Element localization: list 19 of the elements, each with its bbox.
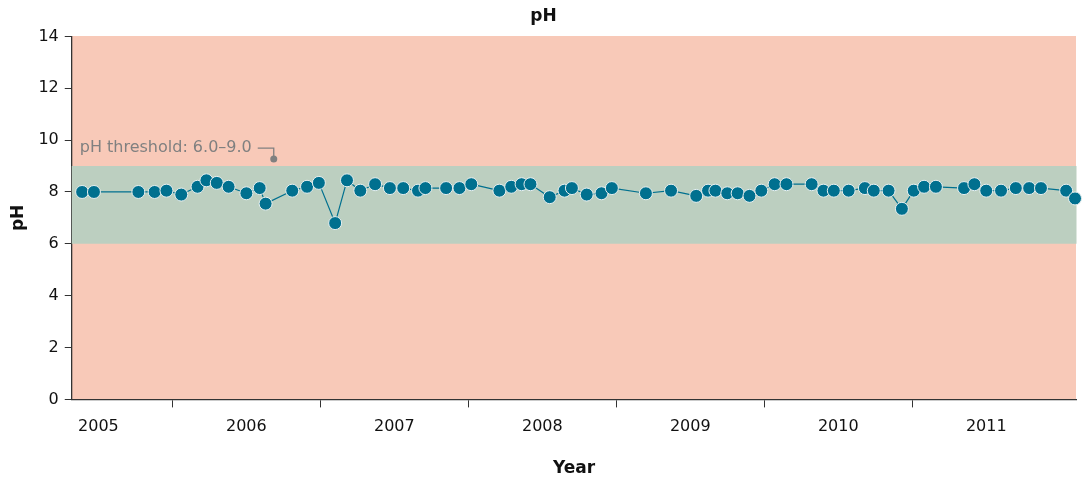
- x-tick-label: 2006: [226, 416, 267, 436]
- y-tick-label: 6: [48, 232, 59, 252]
- y-tick-label: 0: [48, 388, 59, 408]
- y-tick-label: 14: [38, 25, 59, 45]
- x-tick-label: 2008: [521, 416, 563, 436]
- y-tick-label: 12: [38, 77, 59, 97]
- x-axis-title: Year: [552, 457, 596, 478]
- x-tick-label: 2005: [78, 416, 119, 436]
- x-tick-label: 2007: [373, 416, 415, 436]
- y-axis-title: pH: [6, 204, 27, 232]
- chart-title: pH: [530, 4, 557, 25]
- band-label: pH threshold: 6.0–9.0: [79, 137, 252, 157]
- y-tick-label: 10: [38, 129, 59, 149]
- y-tick-label: 8: [48, 181, 59, 201]
- y-tick-label: 2: [48, 336, 59, 356]
- x-tick-label: 2011: [965, 416, 1007, 436]
- x-tick-label: 2009: [669, 416, 711, 436]
- x-tick-label: 2010: [817, 416, 859, 436]
- y-tick-label: 4: [48, 284, 59, 304]
